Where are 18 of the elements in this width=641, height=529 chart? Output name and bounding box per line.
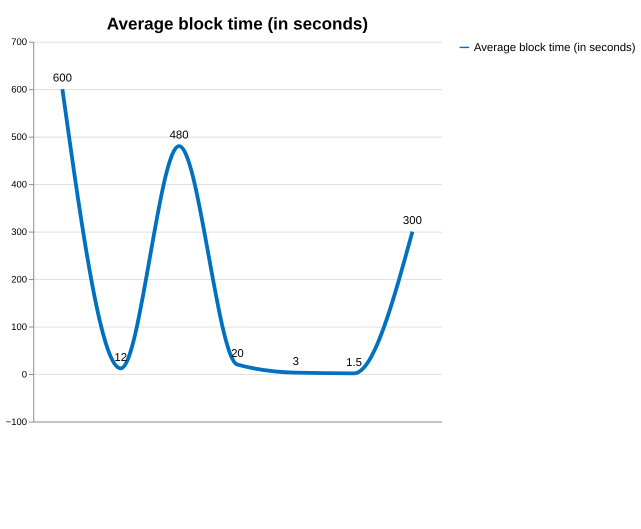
- y-tick-label: 100: [11, 322, 28, 333]
- y-tick-label: 500: [11, 132, 28, 143]
- y-tick-label: 200: [11, 274, 28, 286]
- data-label: 12: [114, 352, 128, 364]
- y-tick-label: 700: [11, 37, 28, 48]
- data-label: 600: [52, 72, 72, 85]
- y-tick-label: 0: [22, 369, 28, 380]
- y-tick-label: 600: [11, 84, 28, 96]
- data-label: 20: [231, 348, 244, 360]
- y-tick-label: 400: [11, 179, 28, 190]
- y-tick-label: −100: [6, 416, 28, 428]
- data-label: 300: [402, 215, 422, 228]
- data-label: 480: [170, 130, 189, 142]
- legend-label: Average block time (in seconds): [474, 42, 636, 54]
- chart-title: Average block time (in seconds): [106, 14, 368, 34]
- data-label: 1.5: [346, 356, 362, 369]
- data-label: 3: [292, 356, 299, 368]
- y-tick-label: 300: [11, 226, 28, 238]
